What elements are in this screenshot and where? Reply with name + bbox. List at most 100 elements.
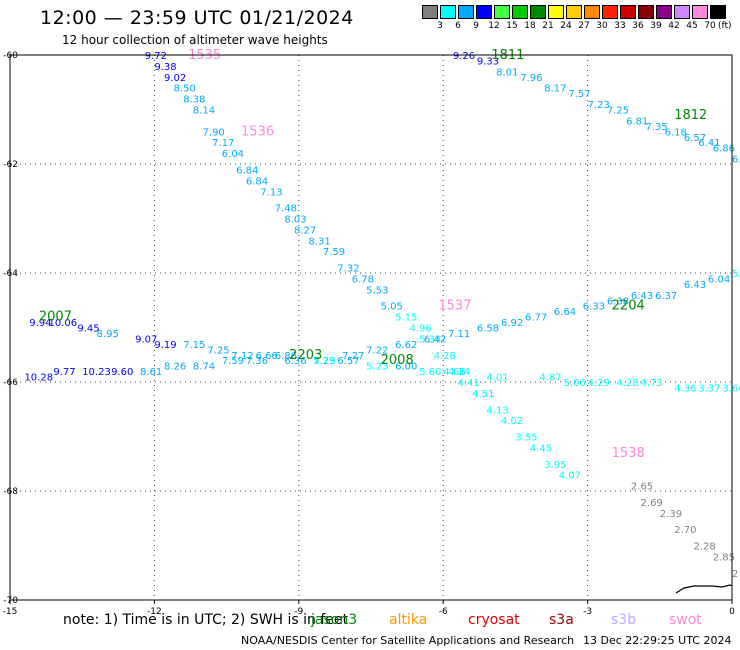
x-tick-label: -9 bbox=[294, 607, 303, 617]
wave-height-label: 2 bbox=[732, 569, 738, 580]
wave-height-label: 4.02 bbox=[501, 416, 523, 427]
color-swatch bbox=[566, 5, 582, 19]
wave-height-label: 9.38 bbox=[154, 62, 176, 73]
wave-height-label: 6.41 bbox=[698, 138, 720, 149]
wave-height-label: 4.45 bbox=[530, 443, 552, 454]
wave-height-label: 6.57 bbox=[684, 133, 706, 144]
color-scale-label: 42 bbox=[668, 21, 680, 31]
coastline bbox=[675, 584, 733, 594]
wave-height-label: 8.27 bbox=[294, 225, 316, 236]
color-swatch bbox=[674, 5, 690, 19]
wave-height-label: 8.17 bbox=[544, 84, 566, 95]
wave-height-label: 6.62 bbox=[395, 340, 417, 351]
color-swatch bbox=[656, 5, 672, 19]
wave-height-label: 4.87 bbox=[539, 373, 561, 384]
wave-height-label: 6.43 bbox=[684, 280, 706, 291]
color-scale-label: 39 bbox=[650, 21, 662, 31]
pass-number-label: 2203 bbox=[289, 348, 322, 363]
wave-height-label: 9.02 bbox=[164, 73, 186, 84]
wave-height-label: 7.59 bbox=[222, 356, 244, 367]
wave-height-label: 9.19 bbox=[154, 340, 176, 351]
wave-height-label: 8.26 bbox=[164, 362, 186, 373]
wave-height-label: 9.07 bbox=[135, 334, 157, 345]
wave-height-label: 6.04 bbox=[222, 149, 244, 160]
x-tick-label: 0 bbox=[729, 607, 735, 617]
wave-height-label: 5.60 bbox=[419, 367, 441, 378]
wave-height-label: 8.95 bbox=[97, 329, 119, 340]
y-axis-ticks: -60 -62 -64 -66 -68 -70 bbox=[3, 51, 18, 606]
wave-height-label: 7.48 bbox=[275, 204, 297, 215]
sat-altika: altika bbox=[389, 612, 428, 628]
color-scale-label: 9 bbox=[473, 21, 479, 31]
wave-height-label: 2.70 bbox=[674, 525, 696, 536]
satellite-tracks: 9.729.389.028.508.388.147.907.176.046.84… bbox=[24, 51, 740, 580]
wave-height-label: 3.37 bbox=[698, 383, 720, 394]
wave-height-label: 4.07 bbox=[559, 471, 581, 482]
pass-number-label: 1538 bbox=[612, 446, 645, 461]
wave-height-label: 4.96 bbox=[410, 324, 432, 335]
wave-height-label: 7.96 bbox=[520, 73, 542, 84]
color-swatch bbox=[602, 5, 618, 19]
pass-number-label: 2008 bbox=[381, 353, 414, 368]
x-tick-label: -6 bbox=[439, 607, 448, 617]
sat-s3a: s3a bbox=[549, 612, 574, 628]
wave-height-label: 10.23 bbox=[82, 367, 111, 378]
sat-jason3: jason3 bbox=[311, 612, 358, 628]
color-scale-label: 15 bbox=[506, 21, 518, 31]
sat-cryosat: cryosat bbox=[468, 612, 520, 628]
color-swatch bbox=[512, 5, 528, 19]
wave-height-label: 7.27 bbox=[342, 351, 364, 362]
wave-height-label: 6.37 bbox=[655, 291, 677, 302]
wave-height-label: 4.13 bbox=[487, 405, 509, 416]
wave-height-label: 6.00 bbox=[395, 362, 417, 373]
coastline-path bbox=[675, 584, 733, 594]
wave-height-label: 7.35 bbox=[645, 122, 667, 133]
wave-height-label: 4.28 bbox=[434, 351, 456, 362]
color-swatch bbox=[458, 5, 474, 19]
wave-height-label: 7.22 bbox=[366, 345, 388, 356]
wave-height-label: 4.41 bbox=[458, 378, 480, 389]
color-swatch bbox=[584, 5, 600, 19]
wave-height-label: 7.23 bbox=[588, 100, 610, 111]
page-title: 12:00 — 23:59 UTC 01/21/2024 bbox=[40, 7, 354, 29]
y-tick-label: -66 bbox=[3, 378, 18, 388]
wave-height-label: 9.45 bbox=[77, 324, 99, 335]
wave-height-label: 7.13 bbox=[260, 187, 282, 198]
color-scale-label: 6 bbox=[455, 21, 461, 31]
y-tick-label: -62 bbox=[3, 160, 18, 170]
wave-height-label: 6.42 bbox=[424, 334, 446, 345]
sat-swot: swot bbox=[669, 612, 702, 628]
color-scale-label: 30 bbox=[596, 21, 608, 31]
color-scale-label: 18 bbox=[524, 21, 536, 31]
wave-height-label: 8.74 bbox=[193, 362, 215, 373]
wave-height-label: 9.72 bbox=[145, 51, 167, 62]
wave-height-label: 8.38 bbox=[183, 95, 205, 106]
wave-height-label: 8.01 bbox=[496, 67, 518, 78]
wave-height-label: 8.61 bbox=[140, 367, 162, 378]
satellite-legend: note: 1) Time is in UTC; 2) SWH is in fe… bbox=[0, 611, 740, 631]
wave-height-label: 7.15 bbox=[183, 340, 205, 351]
wave-height-label: 2.69 bbox=[641, 498, 663, 509]
y-tick-label: -70 bbox=[3, 596, 18, 606]
color-scale-label: 27 bbox=[578, 21, 590, 31]
wave-height-label: 7.25 bbox=[607, 106, 629, 117]
wave-height-label: 5.79 bbox=[313, 356, 335, 367]
wave-height-label: 7.57 bbox=[568, 89, 590, 100]
color-swatch bbox=[440, 5, 456, 19]
x-tick-label: -15 bbox=[3, 607, 18, 617]
color-scale-label: 45 bbox=[686, 21, 698, 31]
wave-height-label: 9.33 bbox=[477, 56, 499, 67]
color-swatch bbox=[530, 5, 546, 19]
wave-height-label: 6.57 bbox=[337, 356, 359, 367]
wave-height-label: 5.06 bbox=[564, 378, 586, 389]
pass-number-label: 2204 bbox=[612, 299, 645, 314]
wave-height-label: 6.78 bbox=[352, 274, 374, 285]
wave-height-label: 7.11 bbox=[448, 329, 470, 340]
wave-height-label: 8.31 bbox=[308, 236, 330, 247]
wave-height-label: 5.23 bbox=[366, 362, 388, 373]
wave-height-label: 4.34 bbox=[448, 367, 470, 378]
pass-number-label: 1812 bbox=[674, 108, 707, 123]
map-grid bbox=[10, 55, 732, 600]
color-swatch bbox=[692, 5, 708, 19]
